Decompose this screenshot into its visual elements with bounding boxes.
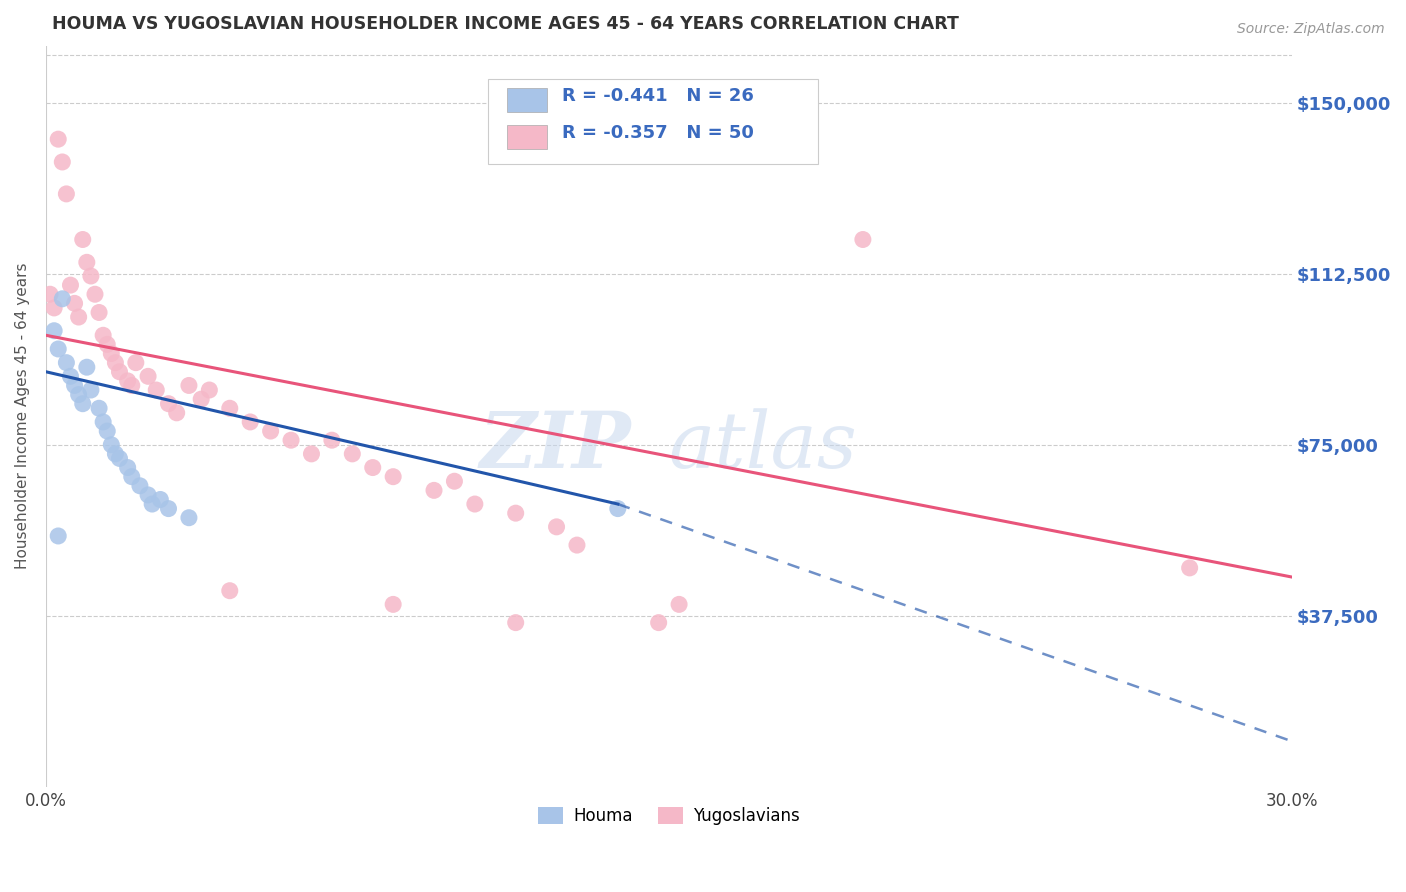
Point: [63, 378, 86, 392]
Point: [361, 460, 384, 475]
Point: [239, 415, 262, 429]
Text: HOUMA VS YUGOSLAVIAN HOUSEHOLDER INCOME AGES 45 - 64 YEARS CORRELATION CHART: HOUMA VS YUGOSLAVIAN HOUSEHOLDER INCOME …: [52, 15, 959, 33]
Point: [44, 324, 66, 338]
FancyBboxPatch shape: [508, 125, 547, 149]
FancyBboxPatch shape: [508, 88, 547, 112]
Point: [76, 255, 98, 269]
Point: [546, 520, 568, 534]
Point: [505, 506, 527, 520]
Point: [382, 598, 405, 612]
Point: [606, 501, 628, 516]
Point: [67, 387, 90, 401]
Point: [852, 233, 875, 247]
Point: [84, 287, 107, 301]
Point: [1178, 561, 1201, 575]
Text: R = -0.441   N = 26: R = -0.441 N = 26: [562, 87, 754, 105]
Point: [96, 424, 118, 438]
Point: [108, 365, 131, 379]
Point: [177, 378, 200, 392]
Point: [80, 268, 103, 283]
Point: [46, 132, 69, 146]
Point: [280, 433, 302, 447]
Point: [46, 529, 69, 543]
Point: [51, 292, 73, 306]
Point: [121, 469, 143, 483]
Point: [464, 497, 486, 511]
Point: [76, 360, 98, 375]
Text: Source: ZipAtlas.com: Source: ZipAtlas.com: [1237, 22, 1385, 37]
Point: [87, 305, 110, 319]
Text: R = -0.357   N = 50: R = -0.357 N = 50: [562, 124, 754, 142]
Point: [136, 369, 159, 384]
Point: [108, 451, 131, 466]
Point: [67, 310, 90, 324]
Point: [80, 383, 103, 397]
Point: [55, 356, 77, 370]
Point: [117, 460, 139, 475]
Point: [55, 186, 77, 201]
Point: [91, 415, 114, 429]
Point: [565, 538, 588, 552]
Point: [72, 397, 94, 411]
Point: [668, 598, 690, 612]
FancyBboxPatch shape: [488, 79, 818, 164]
Text: atlas: atlas: [669, 408, 858, 484]
Point: [145, 383, 167, 397]
Point: [91, 328, 114, 343]
Point: [157, 397, 180, 411]
Point: [121, 378, 143, 392]
Point: [117, 374, 139, 388]
Point: [177, 510, 200, 524]
Point: [342, 447, 364, 461]
Point: [198, 383, 221, 397]
Point: [259, 424, 281, 438]
Point: [87, 401, 110, 416]
Point: [46, 342, 69, 356]
Point: [382, 469, 405, 483]
Text: ZIP: ZIP: [479, 408, 631, 484]
Point: [51, 155, 73, 169]
Point: [100, 346, 122, 360]
Point: [59, 369, 82, 384]
Point: [104, 356, 127, 370]
Point: [190, 392, 212, 406]
Point: [647, 615, 669, 630]
Point: [505, 615, 527, 630]
Point: [443, 475, 465, 489]
Legend: Houma, Yugoslavians: Houma, Yugoslavians: [531, 800, 806, 832]
Point: [157, 501, 180, 516]
Point: [72, 233, 94, 247]
Point: [125, 356, 148, 370]
Point: [423, 483, 446, 498]
Point: [59, 278, 82, 293]
Y-axis label: Householder Income Ages 45 - 64 years: Householder Income Ages 45 - 64 years: [15, 263, 30, 569]
Point: [104, 447, 127, 461]
Point: [96, 337, 118, 351]
Point: [321, 433, 343, 447]
Point: [141, 497, 163, 511]
Point: [129, 479, 152, 493]
Point: [136, 488, 159, 502]
Point: [39, 287, 62, 301]
Point: [301, 447, 323, 461]
Point: [63, 296, 86, 310]
Point: [166, 406, 188, 420]
Point: [149, 492, 172, 507]
Point: [44, 301, 66, 315]
Point: [218, 401, 240, 416]
Point: [100, 438, 122, 452]
Point: [218, 583, 240, 598]
